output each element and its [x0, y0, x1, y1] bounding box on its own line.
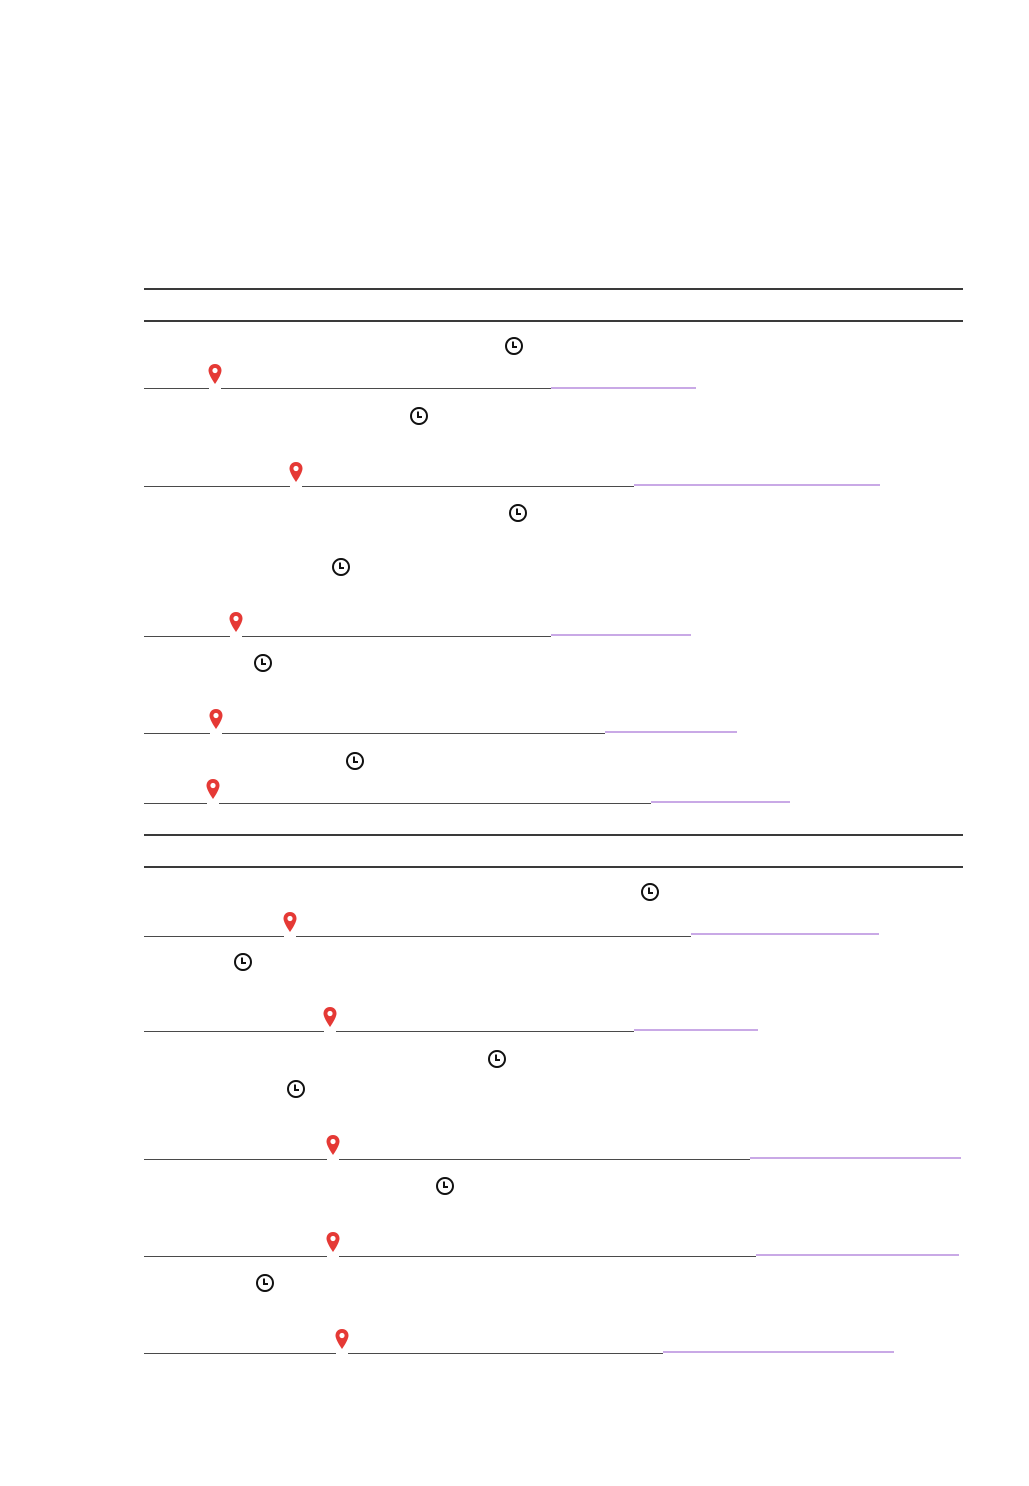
entry-underline	[144, 1031, 634, 1032]
clock-icon	[254, 654, 272, 672]
entry-underline	[144, 733, 605, 734]
location-pin-icon	[323, 1007, 337, 1027]
section-2-bottom-rule	[144, 866, 963, 868]
clock-icon	[287, 1080, 305, 1098]
entry-underline	[144, 936, 691, 937]
location-pin-icon	[208, 364, 222, 384]
clock-icon	[505, 337, 523, 355]
location-pin-icon	[283, 912, 297, 932]
clock-icon	[332, 558, 350, 576]
entry-link-underline[interactable]	[750, 1157, 961, 1159]
entry-link-underline[interactable]	[551, 387, 696, 389]
entry-underline	[144, 486, 634, 487]
section-2-top-rule	[144, 834, 963, 836]
entry-link-underline[interactable]	[756, 1254, 959, 1256]
entry-link-underline[interactable]	[551, 634, 691, 636]
entry-underline	[144, 388, 551, 389]
clock-icon	[488, 1050, 506, 1068]
location-pin-icon	[326, 1135, 340, 1155]
section-1-bottom-rule	[144, 320, 963, 322]
entry-link-underline[interactable]	[651, 801, 790, 803]
entry-link-underline[interactable]	[691, 933, 879, 935]
entry-underline	[144, 1353, 663, 1354]
entry-underline	[144, 803, 651, 804]
clock-icon	[256, 1274, 274, 1292]
entry-link-underline[interactable]	[634, 1029, 758, 1031]
entry-link-underline[interactable]	[605, 731, 737, 733]
location-pin-icon	[229, 612, 243, 632]
clock-icon	[410, 407, 428, 425]
location-pin-icon	[289, 462, 303, 482]
location-pin-icon	[335, 1329, 349, 1349]
clock-icon	[509, 504, 527, 522]
entry-underline	[144, 1256, 756, 1257]
entry-link-underline[interactable]	[634, 484, 880, 486]
clock-icon	[641, 883, 659, 901]
entry-underline	[144, 1159, 750, 1160]
clock-icon	[234, 953, 252, 971]
location-pin-icon	[326, 1232, 340, 1252]
section-1-top-rule	[144, 288, 963, 290]
entry-underline	[144, 636, 551, 637]
location-pin-icon	[209, 709, 223, 729]
location-pin-icon	[206, 779, 220, 799]
clock-icon	[436, 1177, 454, 1195]
entry-link-underline[interactable]	[663, 1351, 894, 1353]
clock-icon	[346, 752, 364, 770]
